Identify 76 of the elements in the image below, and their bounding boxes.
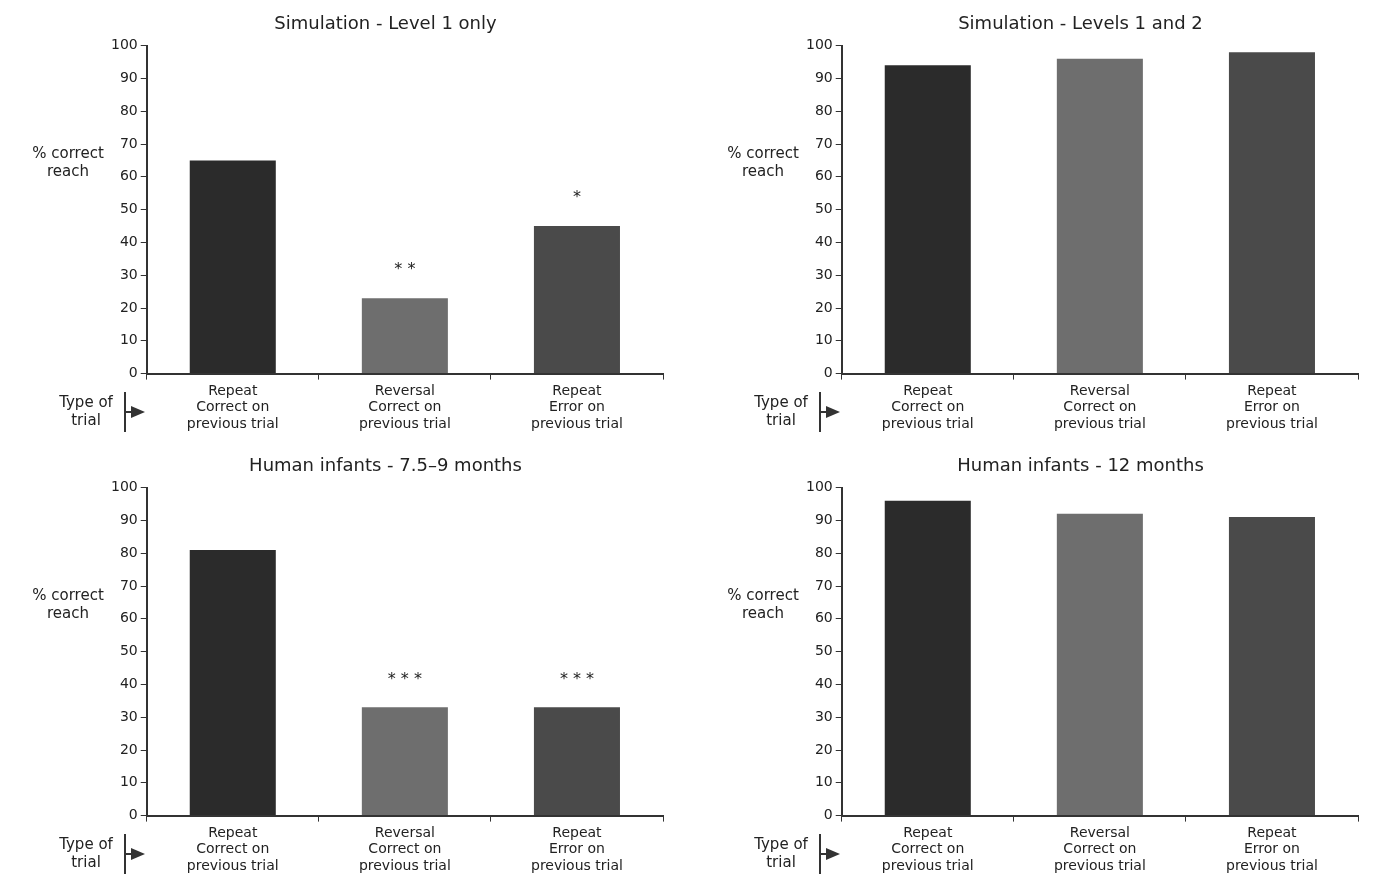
y-tick-label: 100 [110,36,138,53]
y-axis-title: % correct reach [32,143,104,180]
x-tick-label: Reversal Correct on previous trial [358,381,451,432]
bar [533,226,620,374]
bar [1056,58,1143,374]
y-tick-label: 70 [814,134,833,151]
chart-title: Simulation - Level 1 only [274,12,497,34]
y-tick-label: 0 [823,364,833,381]
y-tick-label: 60 [119,609,138,626]
y-tick-label: 30 [814,707,833,724]
y-tick-label: 30 [119,707,138,724]
y-tick-label: 80 [814,101,833,118]
annotation: * * [394,259,416,279]
y-tick-label: 100 [805,36,833,53]
y-tick-label: 100 [805,478,833,495]
x-tick-label: Reversal Correct on previous trial [1053,823,1146,874]
y-tick-label: 10 [814,331,833,348]
y-tick-label: 90 [119,511,138,528]
x-axis-title: Type of trial [58,834,114,871]
x-tick-label: Reversal Correct on previous trial [358,823,451,874]
y-tick-label: 70 [119,134,138,151]
y-tick-label: 50 [814,200,833,217]
annotation: * * * [387,668,422,688]
x-tick-label: Repeat Error on previous trial [1225,381,1318,432]
y-axis-title: % correct reach [727,585,799,622]
y-tick-label: 30 [119,265,138,282]
y-axis-title: % correct reach [32,585,104,622]
y-tick-label: 50 [814,642,833,659]
x-tick-label: Reversal Correct on previous trial [1053,381,1146,432]
x-tick-label: Repeat Correct on previous trial [881,381,974,432]
y-tick-label: 70 [119,576,138,593]
y-tick-label: 40 [814,675,833,692]
y-tick-label: 20 [814,298,833,315]
y-axis-title: % correct reach [727,143,799,180]
x-axis-title: Type of trial [753,834,809,871]
y-tick-label: 50 [119,200,138,217]
y-tick-label: 20 [119,740,138,757]
y-tick-label: 10 [814,773,833,790]
y-tick-label: 20 [119,298,138,315]
chart-title: Simulation - Levels 1 and 2 [958,12,1203,34]
y-tick-label: 0 [128,364,138,381]
y-tick-label: 50 [119,642,138,659]
x-tick-label: Repeat Correct on previous trial [186,381,279,432]
y-tick-label: 80 [119,101,138,118]
x-tick-label: Repeat Correct on previous trial [186,823,279,874]
bar [361,298,448,374]
bar [1228,52,1315,374]
x-axis-title: Type of trial [753,392,809,429]
y-tick-label: 90 [814,69,833,86]
y-tick-label: 10 [119,773,138,790]
y-tick-label: 0 [128,806,138,823]
y-tick-label: 80 [119,543,138,560]
x-tick-label: Repeat Error on previous trial [1225,823,1318,874]
y-tick-label: 60 [814,609,833,626]
chart-title: Human infants - 12 months [957,454,1204,476]
x-axis-title: Type of trial [58,392,114,429]
y-tick-label: 70 [814,576,833,593]
y-tick-label: 90 [814,511,833,528]
y-tick-label: 90 [119,69,138,86]
annotation: * [572,187,581,207]
y-tick-label: 0 [823,806,833,823]
x-tick-label: Repeat Error on previous trial [530,823,623,874]
x-tick-label: Repeat Error on previous trial [530,381,623,432]
y-tick-label: 80 [814,543,833,560]
y-tick-label: 60 [814,167,833,184]
y-tick-label: 10 [119,331,138,348]
y-tick-label: 40 [119,675,138,692]
y-tick-label: 60 [119,167,138,184]
x-tick-label: Repeat Correct on previous trial [881,823,974,874]
chart-title: Human infants - 7.5–9 months [249,454,522,476]
y-tick-label: 100 [110,478,138,495]
y-tick-label: 20 [814,740,833,757]
y-tick-label: 30 [814,265,833,282]
y-tick-label: 40 [119,233,138,250]
annotation: * * * [559,668,595,688]
y-tick-label: 40 [814,233,833,250]
